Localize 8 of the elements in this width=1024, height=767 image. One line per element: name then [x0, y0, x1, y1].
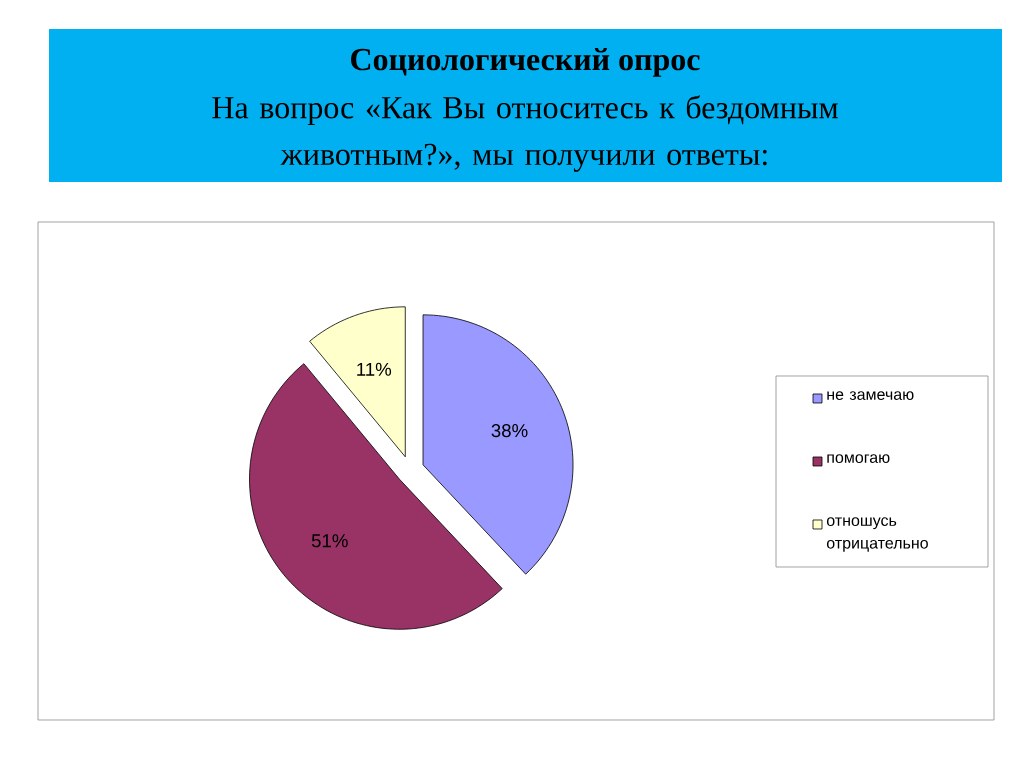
data-label: 38% [491, 423, 528, 438]
data-label: 51% [311, 534, 348, 548]
chart-subtitle: На вопрос «Как Вы относитесь к бездомным животным?», мы получили ответы: [212, 95, 838, 172]
chart-title: Социологический опрос [351, 47, 700, 77]
legend-label: отношусь отрицательно [826, 517, 928, 552]
legend-label: не замечаю [827, 391, 914, 401]
data-label: 11% [357, 362, 392, 376]
legend-label: помогаю [827, 454, 890, 464]
